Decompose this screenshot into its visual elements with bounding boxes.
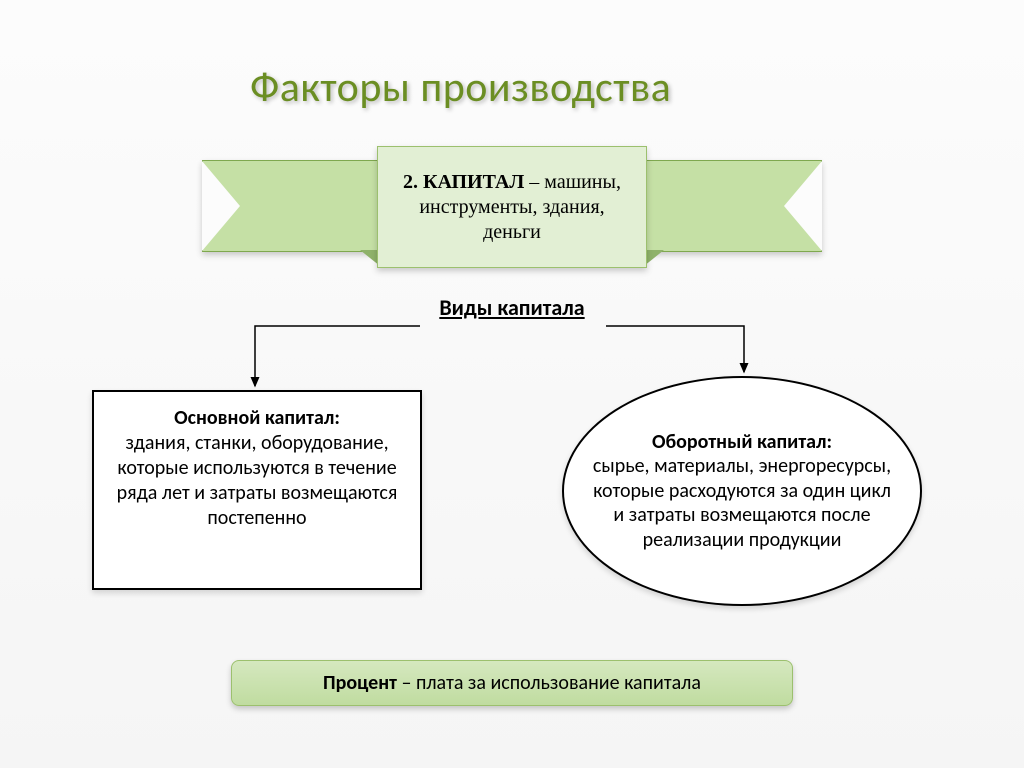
ribbon-tail-right-icon (640, 160, 822, 252)
working-capital-header: Оборотный капитал: (652, 430, 832, 454)
fixed-capital-box: Основной капитал: здания, станки, оборуд… (92, 390, 422, 590)
fixed-capital-header: Основной капитал: (174, 406, 340, 430)
slide: Факторы производства 2. КАПИТАЛ – машины… (0, 0, 1024, 768)
ribbon-number: 2. (403, 171, 418, 193)
working-capital-oval: Оборотный капитал: сырье, материалы, эне… (562, 376, 922, 606)
working-capital-body: сырье, материалы, энергоресурсы, которые… (593, 454, 891, 551)
subtitle-types: Виды капитала (439, 294, 584, 321)
bottom-keyword: Процент (323, 671, 397, 695)
fixed-capital-body: здания, станки, оборудование, которые ис… (117, 431, 398, 530)
arrow-left-icon (0, 0, 1024, 768)
ribbon-tail-left-icon (202, 160, 384, 252)
ribbon-keyword: КАПИТАЛ (423, 171, 524, 193)
ribbon-banner: 2. КАПИТАЛ – машины, инструменты, здания… (202, 138, 822, 298)
arrow-right-icon (0, 0, 1024, 768)
ribbon-center: 2. КАПИТАЛ – машины, инструменты, здания… (377, 146, 647, 268)
bottom-bar: Процент – плата за использование капитал… (231, 660, 793, 706)
bottom-rest: – плата за использование капитала (397, 671, 701, 695)
ribbon-fold-right-icon (644, 250, 664, 266)
slide-title: Факторы производства (250, 62, 671, 113)
